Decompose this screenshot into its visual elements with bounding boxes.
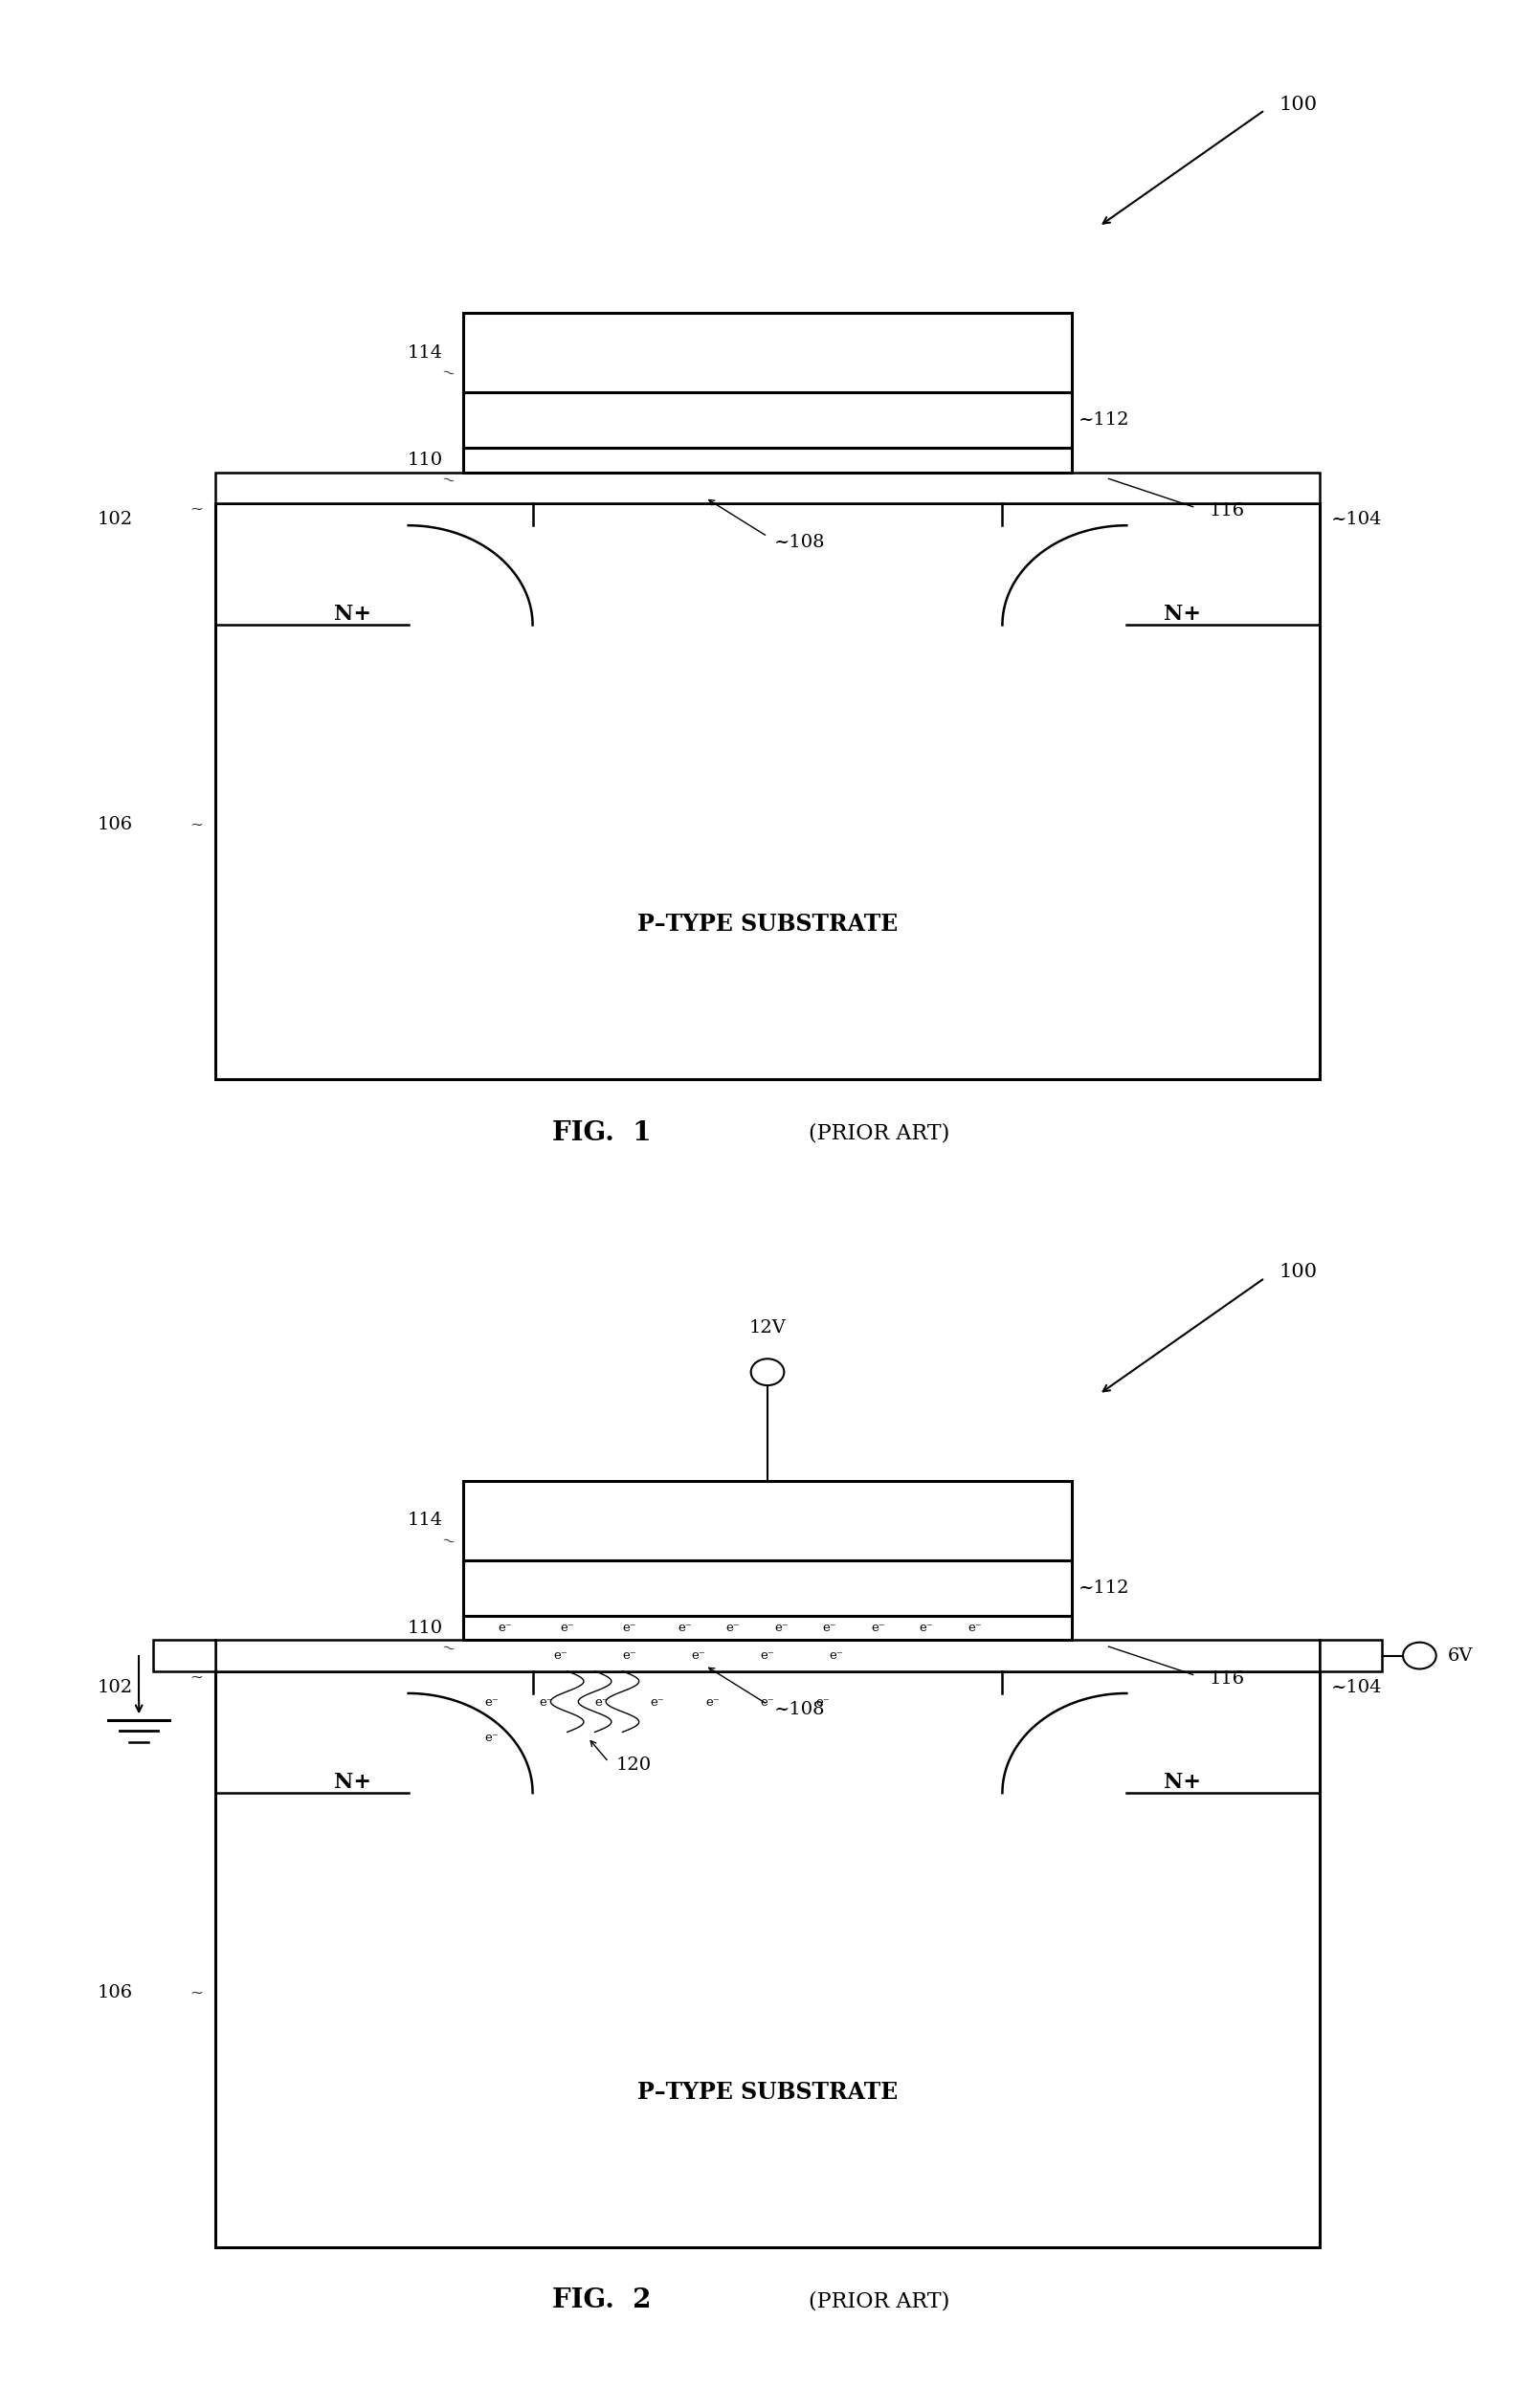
Text: P–TYPE SUBSTRATE: P–TYPE SUBSTRATE [637, 913, 898, 937]
Bar [464, 393, 1071, 448]
Text: 120: 120 [616, 1758, 651, 1775]
Text: e⁻: e⁻ [815, 1695, 830, 1707]
Text: ~: ~ [190, 816, 204, 833]
Text: ~: ~ [190, 1984, 204, 2001]
Text: e⁻: e⁻ [484, 1731, 499, 1743]
Text: ~: ~ [439, 364, 457, 383]
Text: e⁻: e⁻ [560, 1621, 574, 1635]
Text: e⁻: e⁻ [823, 1621, 837, 1635]
Text: e⁻: e⁻ [870, 1621, 886, 1635]
Text: (PRIOR ART): (PRIOR ART) [809, 2290, 950, 2312]
Text: 106: 106 [98, 1984, 134, 2001]
Bar [154, 1640, 215, 1671]
Text: e⁻: e⁻ [760, 1695, 775, 1707]
Text: 114: 114 [407, 344, 442, 361]
Text: ~: ~ [439, 1531, 457, 1551]
Text: 102: 102 [98, 510, 134, 527]
Text: 100: 100 [1279, 96, 1317, 113]
Text: e⁻: e⁻ [484, 1695, 499, 1707]
Text: e⁻: e⁻ [677, 1621, 692, 1635]
Text: 102: 102 [98, 1678, 134, 1695]
Text: N+: N+ [335, 604, 371, 624]
Text: 116: 116 [1210, 503, 1245, 520]
Text: 116: 116 [1210, 1671, 1245, 1688]
Bar [464, 448, 1071, 472]
Bar [464, 313, 1071, 393]
Text: ~108: ~108 [775, 535, 826, 551]
Bar [464, 1616, 1071, 1640]
Text: ~: ~ [190, 501, 204, 518]
Text: 106: 106 [98, 816, 134, 833]
Text: ~: ~ [439, 1637, 457, 1657]
Text: ~: ~ [439, 470, 457, 489]
Bar [215, 1640, 1320, 1671]
Text: e⁻: e⁻ [497, 1621, 513, 1635]
Text: P–TYPE SUBSTRATE: P–TYPE SUBSTRATE [637, 2081, 898, 2105]
Text: e⁻: e⁻ [919, 1621, 933, 1635]
Text: e⁻: e⁻ [649, 1695, 665, 1707]
Text: e⁻: e⁻ [760, 1649, 775, 1662]
Text: ~108: ~108 [775, 1702, 826, 1719]
Text: ~104: ~104 [1331, 1678, 1383, 1695]
Bar [215, 503, 1320, 1079]
Bar [215, 1671, 1320, 2247]
Text: e⁻: e⁻ [539, 1695, 554, 1707]
Text: e⁻: e⁻ [705, 1695, 720, 1707]
Bar [464, 1560, 1071, 1616]
Text: ~112: ~112 [1079, 1580, 1130, 1597]
Text: 12V: 12V [749, 1320, 786, 1336]
Text: e⁻: e⁻ [594, 1695, 609, 1707]
Text: e⁻: e⁻ [622, 1649, 637, 1662]
Text: e⁻: e⁻ [774, 1621, 789, 1635]
Text: ~112: ~112 [1079, 412, 1130, 429]
Text: FIG.  1: FIG. 1 [553, 1120, 651, 1146]
Text: e⁻: e⁻ [553, 1649, 568, 1662]
Text: N+: N+ [1164, 1772, 1200, 1792]
Text: (PRIOR ART): (PRIOR ART) [809, 1122, 950, 1144]
Text: e⁻: e⁻ [691, 1649, 706, 1662]
Text: e⁻: e⁻ [622, 1621, 637, 1635]
Text: FIG.  2: FIG. 2 [553, 2288, 651, 2314]
Text: 110: 110 [407, 1618, 442, 1637]
Text: e⁻: e⁻ [726, 1621, 740, 1635]
Text: N+: N+ [1164, 604, 1200, 624]
Text: e⁻: e⁻ [967, 1621, 982, 1635]
Bar [1320, 1640, 1383, 1671]
Text: 100: 100 [1279, 1264, 1317, 1281]
Text: ~104: ~104 [1331, 510, 1383, 527]
Text: N+: N+ [335, 1772, 371, 1792]
Text: 110: 110 [407, 450, 442, 470]
Text: 6V: 6V [1448, 1647, 1472, 1664]
Bar [464, 1481, 1071, 1560]
Text: ~: ~ [190, 1669, 204, 1686]
Text: e⁻: e⁻ [829, 1649, 844, 1662]
Text: 114: 114 [407, 1512, 442, 1529]
Bar [215, 472, 1320, 503]
